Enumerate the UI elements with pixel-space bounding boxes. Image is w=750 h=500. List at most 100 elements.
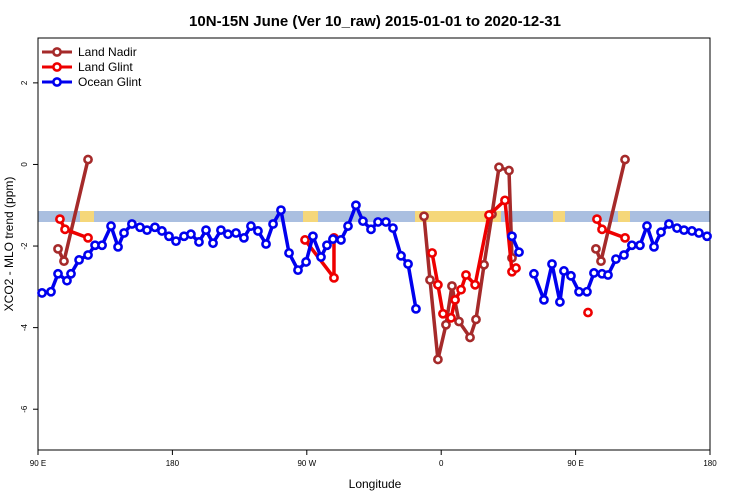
data-point [261, 239, 271, 249]
data-point [246, 221, 256, 231]
land-patch [80, 211, 94, 222]
data-point [470, 279, 480, 290]
data-point [411, 303, 421, 314]
y-tick-label: -4 [20, 324, 29, 332]
data-point [504, 165, 514, 176]
data-point [62, 275, 72, 286]
data-point [300, 235, 310, 245]
data-point [60, 224, 70, 235]
data-point [427, 248, 437, 258]
data-point [253, 226, 263, 236]
land-patch [618, 211, 630, 222]
data-point [694, 228, 704, 238]
y-tick-label: -6 [20, 405, 29, 413]
data-point [425, 274, 435, 285]
x-axis-label: Longitude [349, 477, 402, 491]
data-point [454, 316, 464, 327]
data-point [293, 265, 303, 276]
x-tick-label: 180 [703, 459, 717, 468]
data-point [53, 268, 63, 279]
data-point [276, 205, 286, 216]
data-point [603, 270, 613, 280]
x-tick-label: 90 E [567, 459, 583, 468]
land-patch [553, 211, 565, 222]
data-point [194, 237, 204, 247]
data-point [83, 250, 93, 260]
data-point [268, 219, 278, 229]
data-point [611, 254, 621, 264]
data-point [539, 294, 549, 305]
data-point [301, 257, 311, 267]
data-point [619, 250, 629, 260]
x-tick-label: 90 W [297, 459, 316, 468]
data-point [547, 259, 557, 269]
data-point [142, 225, 152, 236]
plot-frame [37, 37, 711, 451]
data-point [284, 248, 294, 258]
data-point [438, 308, 448, 319]
data-point [336, 235, 346, 245]
data-point [450, 294, 460, 305]
data-point [316, 252, 326, 262]
data-point [358, 216, 368, 227]
data-point [589, 268, 599, 278]
data-point [649, 241, 659, 252]
data-point [626, 240, 637, 251]
data-point [373, 217, 383, 227]
data-point [507, 231, 517, 242]
legend-label: Land Nadir [78, 45, 137, 59]
data-point [46, 286, 56, 297]
legend-marker [52, 62, 62, 72]
data-point [223, 229, 233, 240]
data-point [419, 211, 429, 222]
data-point [597, 224, 607, 235]
data-point [494, 162, 504, 173]
data-point [388, 223, 398, 233]
data-point [164, 231, 174, 242]
data-point [465, 332, 475, 343]
data-point [308, 231, 318, 242]
data-point [351, 200, 361, 211]
land-mask-band [38, 211, 710, 222]
legend-label: Land Glint [78, 60, 133, 74]
data-point [433, 279, 443, 290]
x-tick-label: 90 E [30, 459, 46, 468]
data-point [433, 354, 443, 365]
data-point [329, 272, 339, 283]
data-point [53, 243, 63, 254]
data-point [574, 286, 584, 297]
data-point [484, 210, 494, 220]
y-axis-label: XCO2 - MLO trend (ppm) [2, 177, 16, 312]
data-point [479, 259, 489, 270]
data-point [471, 314, 481, 325]
y-tick-label: 0 [20, 162, 29, 167]
data-point [529, 268, 539, 279]
data-point [461, 270, 471, 280]
data-point [37, 288, 47, 298]
data-point [97, 240, 107, 251]
data-point [186, 229, 196, 240]
y-tick-label: 2 [20, 80, 29, 85]
data-point [322, 240, 332, 251]
data-point [582, 286, 592, 297]
ocean-band [38, 211, 710, 222]
data-point [208, 238, 218, 249]
legend-marker [52, 47, 62, 57]
data-point [201, 225, 211, 236]
data-point [620, 232, 630, 243]
data-point [66, 268, 76, 279]
data-point [446, 312, 456, 323]
data-point [59, 256, 69, 267]
data-point [656, 227, 666, 238]
data-point [591, 243, 601, 254]
x-tick-label: 0 [439, 459, 444, 468]
data-point [366, 224, 376, 235]
data-point [83, 232, 93, 243]
data-point [231, 228, 241, 238]
series-line [56, 159, 627, 362]
data-point [555, 297, 565, 307]
legend-marker [52, 77, 62, 87]
data-point [511, 263, 521, 273]
data-point [583, 307, 593, 318]
